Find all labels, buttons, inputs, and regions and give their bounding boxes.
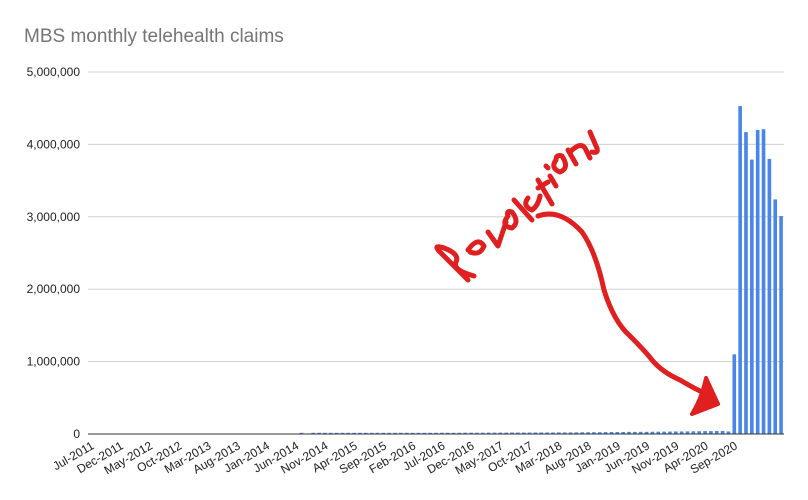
bar — [521, 432, 526, 434]
bar — [358, 432, 362, 434]
bar — [352, 432, 356, 434]
bar — [492, 432, 497, 434]
bar — [328, 432, 333, 434]
bar — [375, 432, 380, 434]
bar — [615, 432, 620, 434]
bar — [428, 432, 432, 434]
bar — [668, 431, 672, 434]
bar — [679, 431, 684, 434]
bar — [340, 432, 345, 434]
bar — [761, 129, 766, 434]
bar — [703, 431, 707, 434]
bar — [475, 432, 479, 434]
bar — [311, 432, 315, 434]
bar — [440, 432, 444, 434]
bar — [738, 106, 742, 434]
bar — [381, 432, 386, 434]
bar — [574, 432, 579, 434]
bar — [603, 432, 608, 434]
bar — [510, 432, 514, 434]
bar — [673, 431, 678, 434]
bar — [744, 132, 748, 434]
bar — [592, 432, 596, 434]
bar — [387, 432, 392, 434]
bar — [416, 432, 421, 434]
bar — [480, 432, 485, 434]
bar — [527, 432, 532, 434]
bar — [691, 431, 696, 434]
annotation-arrow-head — [690, 376, 720, 416]
bar — [451, 432, 456, 434]
x-axis-tick-labels: Jul-2011Dec-2011May-2012Oct-2012Mar-2013… — [50, 438, 740, 477]
bars — [299, 106, 783, 435]
chart-title: MBS monthly telehealth claims — [24, 26, 284, 47]
bar — [650, 431, 655, 434]
bar — [779, 216, 783, 434]
y-tick-label: 1,000,000 — [27, 355, 81, 369]
y-tick-label: 5,000,000 — [27, 65, 81, 79]
bar — [726, 431, 731, 434]
bar — [369, 432, 374, 434]
bar — [685, 431, 690, 434]
bar — [539, 432, 544, 434]
bar — [516, 432, 520, 434]
bar — [557, 432, 561, 434]
bar — [364, 432, 368, 434]
bar — [597, 432, 602, 434]
bar — [434, 432, 438, 434]
bar — [422, 432, 427, 434]
y-tick-label: 3,000,000 — [27, 210, 81, 224]
bar — [621, 431, 625, 434]
bar — [463, 432, 468, 434]
bar — [568, 432, 573, 434]
bar — [609, 432, 614, 434]
bar — [399, 432, 403, 434]
bar — [393, 432, 397, 434]
bar — [346, 432, 351, 434]
bar — [562, 432, 567, 434]
bar — [709, 431, 713, 434]
bar — [299, 432, 304, 434]
bar — [638, 431, 643, 434]
y-axis-tick-labels: 0 1,000,000 2,000,000 3,000,000 4,000,000 5,0… — [27, 65, 81, 441]
bar — [410, 432, 415, 434]
bar — [720, 430, 725, 434]
y-tick-label: 0 — [73, 427, 80, 441]
bar — [533, 432, 538, 434]
bar — [773, 199, 778, 434]
y-tick-label: 4,000,000 — [27, 137, 81, 151]
bar — [545, 432, 549, 434]
bar — [323, 432, 327, 434]
bar — [644, 431, 649, 434]
bar — [469, 432, 473, 434]
bar — [334, 432, 339, 434]
bar — [662, 431, 666, 434]
annotation-arrow-shaft — [535, 211, 715, 399]
gridlines — [88, 71, 784, 363]
bar — [504, 432, 508, 434]
bar — [767, 158, 772, 434]
bar — [732, 354, 737, 434]
bar — [486, 432, 491, 434]
bar — [656, 431, 661, 434]
bar — [714, 431, 719, 434]
handwritten-annotation — [434, 129, 720, 416]
bar — [445, 432, 450, 434]
bar — [551, 432, 555, 434]
bar — [633, 431, 637, 434]
y-tick-label: 2,000,000 — [27, 282, 81, 296]
bar — [755, 129, 760, 435]
bar — [586, 432, 590, 434]
bar — [404, 432, 409, 434]
bar — [457, 432, 462, 434]
bar — [498, 432, 503, 434]
bar — [627, 431, 631, 434]
bar — [697, 431, 702, 434]
annotation-word-revolution — [434, 129, 600, 283]
bar — [317, 432, 321, 434]
bar — [580, 432, 585, 434]
bar — [750, 159, 754, 434]
